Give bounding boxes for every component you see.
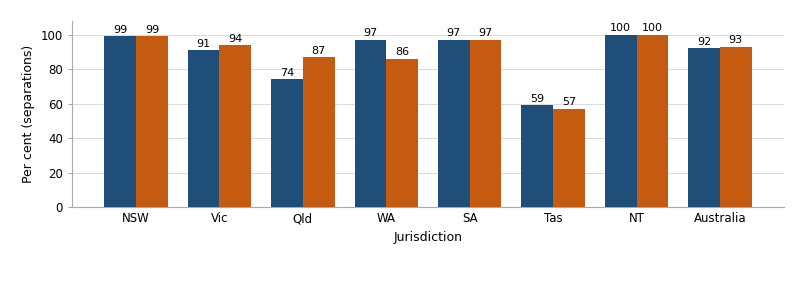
Text: 99: 99 xyxy=(145,25,159,35)
Bar xyxy=(136,36,168,207)
Text: 57: 57 xyxy=(562,97,576,107)
Bar xyxy=(688,48,720,207)
Text: 99: 99 xyxy=(113,25,127,35)
Y-axis label: Per cent (separations): Per cent (separations) xyxy=(22,45,35,183)
Bar xyxy=(188,50,219,207)
Bar xyxy=(605,35,637,207)
Bar xyxy=(386,59,418,207)
Bar xyxy=(354,40,386,207)
Text: 94: 94 xyxy=(228,33,242,44)
Bar xyxy=(553,109,585,207)
Legend: Aboriginal and Torres Strait Islander peoples, Non-Indigenous Australians: Aboriginal and Torres Strait Islander pe… xyxy=(96,292,589,296)
Text: 97: 97 xyxy=(478,28,493,38)
Bar xyxy=(271,79,303,207)
Bar xyxy=(522,105,553,207)
Bar xyxy=(438,40,470,207)
Bar xyxy=(219,45,251,207)
Text: 91: 91 xyxy=(197,39,210,49)
Bar xyxy=(720,46,752,207)
Text: 97: 97 xyxy=(446,28,461,38)
Text: 74: 74 xyxy=(280,68,294,78)
Bar xyxy=(470,40,502,207)
Text: 100: 100 xyxy=(642,23,663,33)
Text: 87: 87 xyxy=(312,46,326,56)
Text: 100: 100 xyxy=(610,23,631,33)
Text: 86: 86 xyxy=(395,47,410,57)
Bar xyxy=(637,35,668,207)
Text: 97: 97 xyxy=(363,28,378,38)
Text: 59: 59 xyxy=(530,94,544,104)
Bar xyxy=(104,36,136,207)
Text: 92: 92 xyxy=(697,37,711,47)
Text: 93: 93 xyxy=(729,35,743,45)
X-axis label: Jurisdiction: Jurisdiction xyxy=(394,231,462,244)
Bar xyxy=(303,57,334,207)
